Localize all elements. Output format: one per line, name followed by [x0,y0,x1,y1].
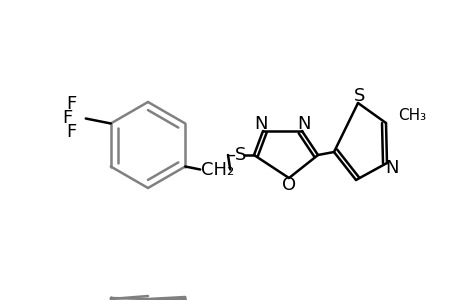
Text: CH₃: CH₃ [397,107,425,122]
Text: –S: –S [225,146,246,164]
Text: S: S [353,87,365,105]
Text: F: F [67,94,77,112]
Text: F: F [62,109,73,127]
Text: F: F [67,122,77,140]
Text: N: N [385,159,398,177]
Text: CH₂: CH₂ [201,160,234,178]
Text: N: N [297,115,310,133]
Text: O: O [281,176,296,194]
Text: N: N [254,115,267,133]
